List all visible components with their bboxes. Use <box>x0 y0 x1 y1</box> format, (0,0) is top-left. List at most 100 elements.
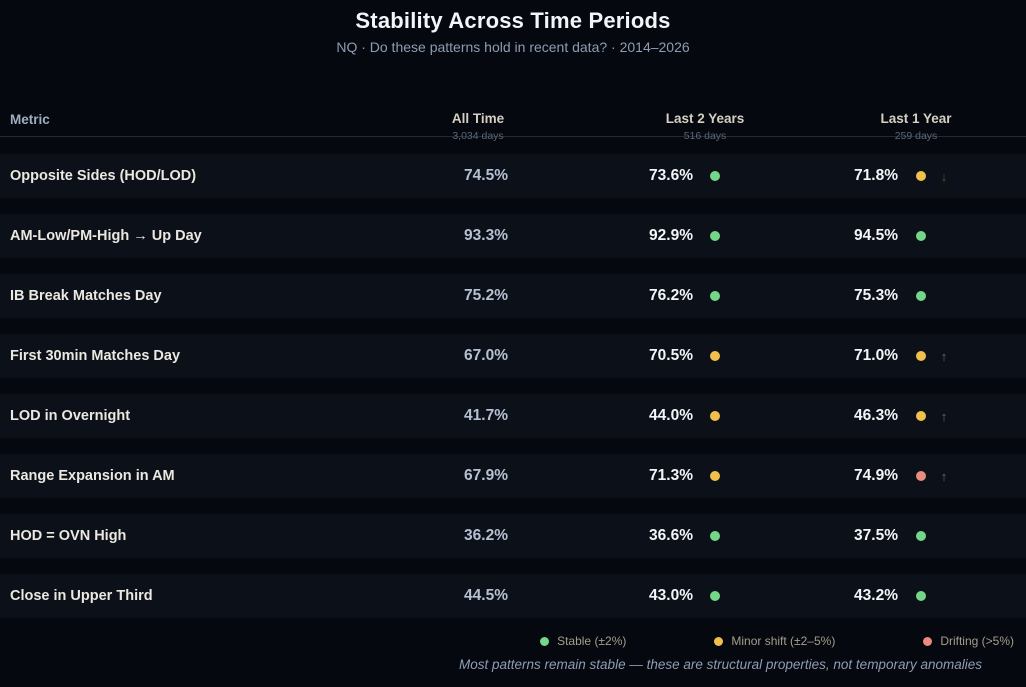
status-dot-stable-icon <box>710 231 720 241</box>
last-1-year-value: 37.5% <box>854 527 898 544</box>
column-label: Last 1 Year <box>880 111 952 126</box>
legend-label: Stable (±2%) <box>557 634 627 648</box>
last-1-year-cell: 46.3% ↑ <box>776 407 1016 425</box>
trend-down-icon: ↓ <box>940 168 948 184</box>
last-2-years-value: 73.6% <box>649 167 693 184</box>
trend-up-icon: ↑ <box>940 348 948 364</box>
last-1-year-cell: 71.0% ↑ <box>776 347 1016 365</box>
last-1-year-cell: 94.5% <box>776 227 1016 245</box>
trend-up-icon: ↑ <box>940 468 948 484</box>
status-dot-stable-icon <box>710 531 720 541</box>
drifting-dot-icon <box>923 636 933 646</box>
status-dot-minor-shift-icon <box>916 411 926 421</box>
legend-label: Minor shift (±2–5%) <box>731 634 836 648</box>
status-dot-minor-shift-icon <box>916 351 926 361</box>
status-dot-drifting-icon <box>916 471 926 481</box>
last-2-years-value: 70.5% <box>649 347 693 364</box>
trend-up-icon: ↑ <box>940 408 948 424</box>
last-2-years-cell: 76.2% <box>548 287 776 305</box>
last-2-years-cell: 71.3% <box>548 467 776 485</box>
last-1-year-value: 43.2% <box>854 587 898 604</box>
last-1-year-cell: 37.5% <box>776 527 1016 545</box>
table-row: Close in Upper Third 44.5% 43.0% 43.2% <box>0 574 1026 618</box>
status-dot-minor-shift-icon <box>710 411 720 421</box>
last-2-years-value: 71.3% <box>649 467 693 484</box>
minor-shift-dot-icon <box>714 636 724 646</box>
table-row: Range Expansion in AM 67.9% 71.3% 74.9% ↑ <box>0 454 1026 498</box>
table-row: IB Break Matches Day 75.2% 76.2% 75.3% <box>0 274 1026 318</box>
legend-item-minor-shift: Minor shift (±2–5%) <box>714 634 835 648</box>
last-1-year-cell: 75.3% <box>776 287 1016 305</box>
status-dot-minor-shift-icon <box>710 351 720 361</box>
column-header-all-time: All Time 3,034 days <box>408 111 548 142</box>
last-2-years-cell: 44.0% <box>548 407 776 425</box>
all-time-value: 74.5% <box>464 167 508 184</box>
stable-dot-icon <box>540 636 550 646</box>
status-dot-stable-icon <box>710 171 720 181</box>
last-2-years-cell: 36.6% <box>548 527 776 545</box>
metric-column-header: Metric <box>10 112 50 127</box>
table-row: LOD in Overnight 41.7% 44.0% 46.3% ↑ <box>0 394 1026 438</box>
last-1-year-value: 74.9% <box>854 467 898 484</box>
table-header: Metric All Time 3,034 days Last 2 Years … <box>0 111 1026 142</box>
last-1-year-value: 71.0% <box>854 347 898 364</box>
last-2-years-value: 76.2% <box>649 287 693 304</box>
last-2-years-value: 43.0% <box>649 587 693 604</box>
status-dot-stable-icon <box>710 291 720 301</box>
metric-label: AM-Low/PM-High → Up Day <box>10 228 202 244</box>
stability-table-page: Stability Across Time Periods NQ · Do th… <box>0 8 1026 672</box>
last-2-years-cell: 73.6% <box>548 167 776 185</box>
last-1-year-cell: 43.2% <box>776 587 1016 605</box>
all-time-value: 93.3% <box>464 227 508 244</box>
metric-label: IB Break Matches Day <box>10 288 162 304</box>
metric-label: HOD = OVN High <box>10 528 127 544</box>
status-legend: Stable (±2%) Minor shift (±2–5%) Driftin… <box>0 634 1026 648</box>
metric-label: Range Expansion in AM <box>10 468 175 484</box>
last-2-years-cell: 70.5% <box>548 347 776 365</box>
metric-label: LOD in Overnight <box>10 408 131 424</box>
table-rows: Opposite Sides (HOD/LOD) 74.5% 73.6% 71.8% ↓… <box>0 154 1026 618</box>
status-dot-stable-icon <box>916 531 926 541</box>
all-time-value: 41.7% <box>464 407 508 424</box>
status-dot-minor-shift-icon <box>916 171 926 181</box>
column-days-count: 516 days <box>683 130 727 142</box>
column-days-count: 3,034 days <box>452 130 504 142</box>
table-row: AM-Low/PM-High → Up Day 93.3% 92.9% 94.5% <box>0 214 1026 258</box>
column-label: All Time <box>451 111 505 126</box>
table-row: HOD = OVN High 36.2% 36.6% 37.5% <box>0 514 1026 558</box>
all-time-value: 67.0% <box>464 347 508 364</box>
metric-label: Opposite Sides (HOD/LOD) <box>10 168 197 184</box>
table-row: First 30min Matches Day 67.0% 70.5% 71.0% ↑ <box>0 334 1026 378</box>
last-1-year-cell: 74.9% ↑ <box>776 467 1016 485</box>
last-1-year-value: 46.3% <box>854 407 898 424</box>
column-header-last-1-year: Last 1 Year 259 days <box>796 111 1026 142</box>
page-title: Stability Across Time Periods <box>355 8 671 33</box>
last-1-year-value: 75.3% <box>854 287 898 304</box>
all-time-value: 44.5% <box>464 587 508 604</box>
all-time-value: 75.2% <box>464 287 508 304</box>
last-2-years-value: 44.0% <box>649 407 693 424</box>
status-dot-stable-icon <box>916 291 926 301</box>
status-dot-minor-shift-icon <box>710 471 720 481</box>
footnote: Most patterns remain stable — these are … <box>459 657 982 672</box>
last-2-years-cell: 43.0% <box>548 587 776 605</box>
last-2-years-cell: 92.9% <box>548 227 776 245</box>
all-time-value: 36.2% <box>464 527 508 544</box>
metric-label: Close in Upper Third <box>10 588 153 604</box>
last-2-years-value: 36.6% <box>649 527 693 544</box>
legend-item-stable: Stable (±2%) <box>540 634 626 648</box>
table-row: Opposite Sides (HOD/LOD) 74.5% 73.6% 71.8% ↓ <box>0 154 1026 198</box>
all-time-value: 67.9% <box>464 467 508 484</box>
last-1-year-value: 94.5% <box>854 227 898 244</box>
legend-label: Drifting (>5%) <box>940 634 1014 648</box>
column-header-last-2-years: Last 2 Years 516 days <box>591 111 819 142</box>
status-dot-stable-icon <box>710 591 720 601</box>
last-1-year-value: 71.8% <box>854 167 898 184</box>
column-label: Last 2 Years <box>665 111 745 126</box>
last-2-years-value: 92.9% <box>649 227 693 244</box>
status-dot-stable-icon <box>916 591 926 601</box>
page-subtitle: NQ · Do these patterns hold in recent da… <box>336 39 690 55</box>
column-days-count: 259 days <box>894 130 938 142</box>
metric-label: First 30min Matches Day <box>10 348 181 364</box>
status-dot-stable-icon <box>916 231 926 241</box>
